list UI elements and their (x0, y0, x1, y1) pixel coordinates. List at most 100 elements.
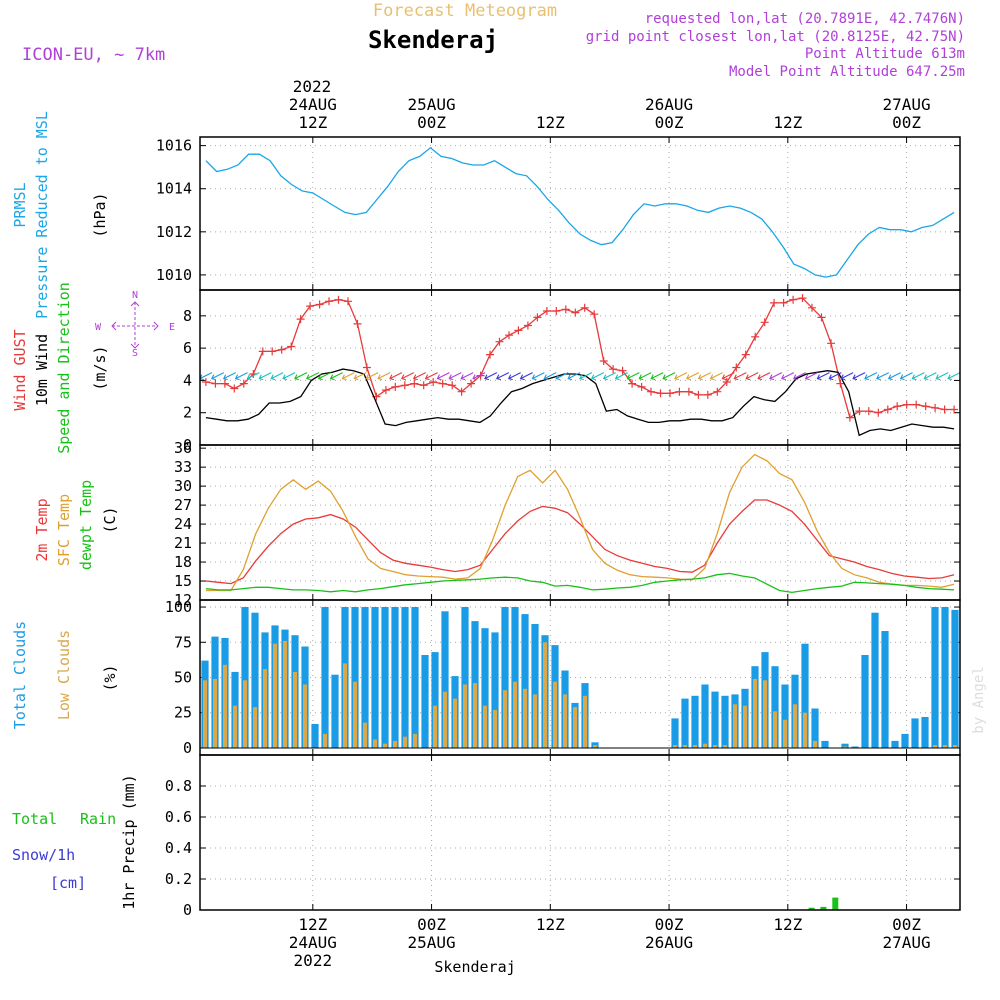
y-tick-label: 1016 (156, 137, 192, 155)
wind-arrow-head (733, 374, 739, 381)
panel-precipitation (200, 897, 960, 910)
low-clouds-label: Low Clouds (55, 630, 73, 720)
y-tick-label: 0.8 (165, 777, 192, 795)
wind-arrow-icon (519, 372, 533, 381)
wind-dir-label: Speed and Direction (55, 282, 73, 454)
gust-marker (419, 381, 428, 390)
watermark: by Angel (971, 666, 987, 733)
gust-marker (902, 400, 911, 409)
wind-arrow-head (412, 374, 418, 381)
wind-arrow-head (507, 374, 513, 381)
wind-arrow-head (923, 374, 929, 381)
wind-arrow-shaft (829, 372, 842, 380)
wind-arrow-head (401, 374, 406, 381)
cloud-bar-total (441, 611, 449, 748)
wind-arrow-icon (424, 372, 438, 381)
cloud-bar-total (381, 607, 389, 748)
wind-arrow-icon (543, 372, 557, 381)
wind-arrow-head (816, 374, 822, 381)
cloud-bar-low (713, 745, 717, 748)
wind-arrow-shaft (722, 372, 735, 380)
y-tick-label: 2 (183, 404, 192, 422)
gust-label: Wind GUST (11, 329, 29, 410)
top-time-label: 27AUG (882, 95, 930, 114)
wind-arrow-shaft (864, 372, 878, 380)
wind-arrow-icon (412, 372, 426, 381)
y-tick-label: 15 (174, 572, 192, 590)
gust-marker (495, 337, 504, 346)
gust-marker (230, 384, 239, 393)
cloud-bar-low (403, 736, 407, 748)
cloud-bar-low (393, 740, 397, 748)
cloud-bar-total (781, 684, 789, 748)
cloud-bar-total (901, 733, 909, 748)
gust-marker (599, 357, 608, 365)
cloud-bar-total (401, 607, 409, 748)
wind-arrow-icon (211, 372, 225, 381)
wind-arrow-icon (579, 372, 593, 381)
gust-marker (741, 350, 750, 359)
wind-arrow-head (270, 374, 276, 381)
wind-arrow-head (709, 374, 715, 381)
cloud-bar-low (553, 681, 557, 748)
clouds-unit: (%) (101, 664, 119, 691)
cloud-bar-low (203, 680, 207, 748)
top-time-label: 00Z (655, 113, 684, 132)
wind-arrow-head (389, 374, 395, 381)
gust-marker (457, 387, 466, 396)
cloud-bar-low (263, 669, 267, 748)
wind-arrow-shaft (900, 372, 913, 380)
gust-marker (845, 413, 854, 422)
gust-marker (561, 305, 570, 314)
cloud-bar-low (453, 698, 457, 748)
wind-arrow-head (662, 374, 668, 381)
wind-arrow-shaft (200, 372, 213, 380)
wind-arrow-head (460, 374, 466, 381)
gust-marker (637, 382, 646, 391)
footer-location: Skenderaj (434, 958, 515, 976)
wind-arrow-shaft (508, 372, 521, 380)
gust-marker (912, 400, 921, 409)
gust-marker (211, 379, 220, 388)
wind-arrow-head (697, 374, 703, 381)
wind-arrow-shaft (852, 372, 866, 380)
cloud-bar-total (771, 666, 779, 748)
cloud-bar-total (851, 746, 859, 748)
info-line-2: grid point closest lon,lat (20.8125E, 42… (586, 29, 965, 45)
wind-arrow-head (246, 374, 252, 381)
wind-arrow-shaft (342, 372, 355, 380)
bottom-time-label: 12Z (536, 915, 565, 934)
wind-arrow-shaft (639, 372, 652, 380)
wind-arrow-head (531, 374, 537, 381)
gust-marker (836, 379, 845, 388)
y-tick-label: 100 (165, 598, 192, 616)
panel-frame (199, 754, 961, 911)
wind-arrow-shaft (567, 372, 581, 380)
wind-arrow-shaft (425, 372, 438, 380)
cloud-bar-total (941, 607, 949, 748)
cloud-bar-total (371, 607, 379, 748)
wind-arrow-head (911, 374, 917, 381)
wind-arrow-shaft (615, 372, 628, 380)
wind-unit: (m/s) (91, 345, 109, 390)
cloud-bar-total (241, 607, 249, 748)
gust-marker (590, 310, 599, 319)
wind-arrow-shaft (377, 372, 391, 380)
gust-marker (400, 381, 409, 390)
wind-arrow-shaft (282, 372, 296, 380)
wind-arrow-shaft (876, 372, 890, 380)
info-line-1: requested lon,lat (20.7891E, 42.7476N) (645, 11, 965, 27)
panel-pressure (205, 146, 955, 278)
series-line-2m-temp (205, 499, 955, 585)
gust-marker (827, 339, 835, 348)
gust-marker (808, 303, 816, 312)
wind-arrow-head (567, 374, 573, 381)
wind-arrow-head (341, 374, 347, 381)
pressure-label-2: Pressure Reduced to MSL (33, 111, 51, 319)
cloud-bar-low (513, 681, 517, 748)
wind-arrow-shaft (211, 372, 225, 380)
wind-arrow-shaft (840, 372, 854, 380)
wind-arrow-icon (484, 372, 498, 381)
wind-arrow-head (555, 374, 561, 381)
wind-arrow-shaft (401, 372, 415, 380)
